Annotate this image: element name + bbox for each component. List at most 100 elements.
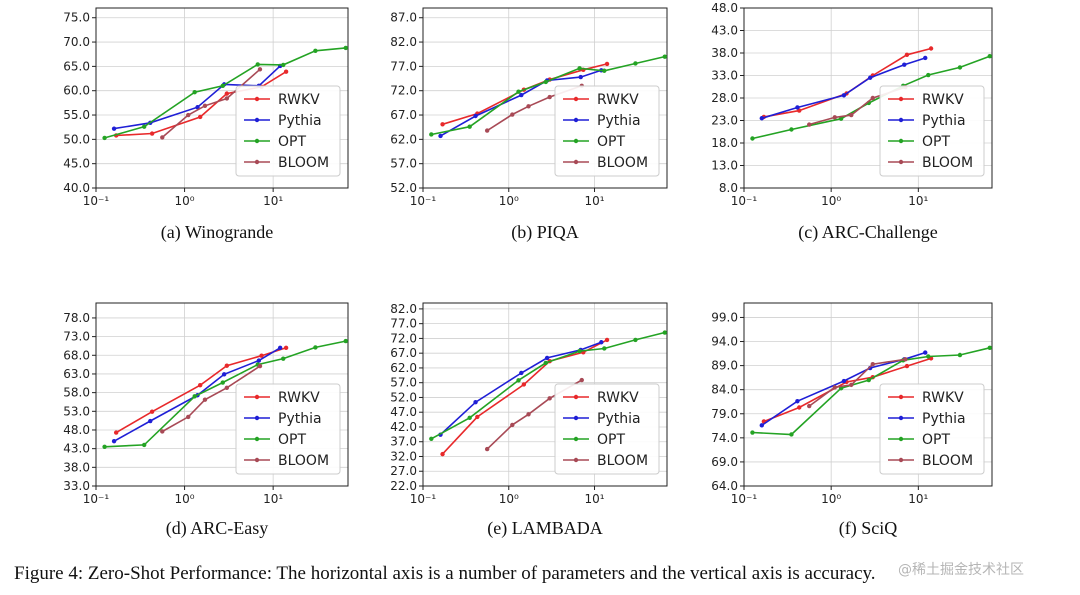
y-tick-label: 73.0 (63, 330, 90, 344)
y-tick-label: 27.0 (390, 464, 417, 478)
legend-label-opt: OPT (278, 432, 306, 448)
legend-label-opt: OPT (922, 432, 950, 448)
data-point-bloom (484, 128, 490, 133)
data-point-opt (467, 415, 472, 421)
series-line-pythia (113, 65, 281, 130)
legend-marker-opt (898, 138, 904, 144)
y-tick-label: 22.0 (390, 479, 417, 493)
data-point-opt (987, 345, 992, 350)
data-point-opt (255, 62, 260, 67)
data-point-bloom (832, 115, 837, 120)
data-point-rwkv (224, 91, 230, 96)
legend-label-rwkv: RWKV (278, 390, 320, 406)
figure-caption: Figure 4: Zero-Shot Performance: The hor… (14, 563, 876, 584)
legend-label-bloom: BLOOM (597, 155, 648, 171)
data-point-pythia (867, 75, 873, 80)
legend-marker-bloom (898, 457, 904, 463)
series-line-pythia (761, 351, 926, 426)
y-tick-label: 33.0 (711, 69, 738, 83)
data-point-opt (543, 79, 548, 85)
data-point-pythia (578, 74, 583, 80)
data-point-rwkv (197, 382, 203, 388)
data-point-opt (633, 337, 638, 343)
data-point-pythia (759, 423, 764, 428)
data-point-opt (281, 62, 286, 68)
data-point-opt (141, 442, 147, 448)
y-tick-label: 55.0 (63, 108, 90, 122)
data-point-pythia (795, 105, 800, 110)
data-point-opt (926, 354, 931, 359)
data-point-bloom (870, 361, 875, 367)
series-line-opt (430, 331, 665, 440)
data-point-opt (343, 338, 348, 344)
y-tick-label: 53.0 (63, 404, 90, 418)
legend-label-rwkv: RWKV (922, 92, 964, 108)
legend-label-rwkv: RWKV (597, 92, 639, 108)
legend-marker-pythia (898, 415, 904, 421)
data-point-pythia (841, 378, 847, 384)
data-point-opt (987, 53, 992, 59)
data-point-opt (926, 72, 931, 78)
series-line-opt (752, 347, 990, 436)
legend: RWKV Pythia OPT BLOOM (879, 383, 985, 475)
data-point-bloom (547, 396, 552, 401)
data-point-rwkv (521, 382, 527, 387)
legend-label-pythia: Pythia (278, 411, 322, 427)
data-point-pythia (473, 399, 478, 405)
y-tick-label: 72.0 (390, 331, 417, 345)
y-tick-label: 75.0 (63, 11, 90, 25)
y-tick-label: 62.0 (390, 361, 417, 375)
data-point-rwkv (440, 122, 445, 127)
y-tick-label: 47.0 (390, 405, 417, 419)
y-tick-label: 60.0 (63, 84, 90, 98)
data-point-opt (838, 116, 844, 121)
x-tick-label: 10⁰ (175, 194, 195, 208)
data-point-bloom (160, 429, 165, 434)
legend-box (879, 85, 985, 177)
data-point-bloom (807, 403, 812, 409)
legend-box (235, 383, 341, 475)
series-line-opt (104, 340, 346, 448)
y-tick-label: 58.0 (63, 386, 90, 400)
data-point-opt (957, 65, 963, 70)
chart-panel-1: 40.0 45.0 50.0 55.0 60.0 65.0 70.0 75.0 10⁻¹ 10⁰ 1… (63, 7, 349, 243)
legend-label-pythia: Pythia (922, 411, 966, 427)
legend-marker-pythia (254, 415, 260, 421)
data-point-pythia (519, 370, 524, 376)
legend-label-bloom: BLOOM (597, 453, 648, 469)
data-point-opt (633, 61, 638, 66)
legend-label-opt: OPT (597, 134, 625, 150)
y-tick-label: 23.0 (711, 114, 738, 128)
y-tick-label: 62.0 (390, 132, 417, 146)
data-point-rwkv (904, 52, 910, 57)
data-point-opt (662, 54, 668, 59)
y-tick-label: 28.0 (711, 91, 738, 105)
y-tick-label: 43.0 (711, 24, 738, 38)
data-point-pythia (841, 93, 847, 98)
legend-label-pythia: Pythia (922, 113, 966, 129)
data-point-pythia (195, 105, 200, 110)
legend-marker-rwkv (254, 394, 260, 400)
x-tick-label: 10¹ (908, 492, 928, 506)
y-tick-label: 69.0 (711, 455, 738, 469)
data-point-pythia (438, 133, 443, 139)
data-point-opt (102, 135, 107, 141)
data-point-pythia (221, 372, 227, 377)
legend-marker-bloom (573, 457, 579, 463)
x-tick-label: 10¹ (584, 194, 604, 208)
y-tick-label: 40.0 (63, 181, 90, 195)
y-tick-label: 84.0 (711, 383, 738, 397)
legend-marker-pythia (573, 415, 579, 421)
data-point-bloom (186, 414, 191, 420)
data-point-pythia (923, 55, 928, 61)
data-point-bloom (547, 94, 552, 100)
data-point-rwkv (440, 451, 445, 457)
series-line-opt (431, 55, 665, 136)
y-tick-label: 74.0 (711, 431, 738, 445)
data-point-pythia (923, 350, 928, 355)
data-point-opt (662, 330, 668, 335)
legend: RWKV Pythia OPT BLOOM (879, 85, 985, 177)
data-point-opt (192, 89, 197, 95)
y-tick-label: 57.0 (390, 376, 417, 390)
